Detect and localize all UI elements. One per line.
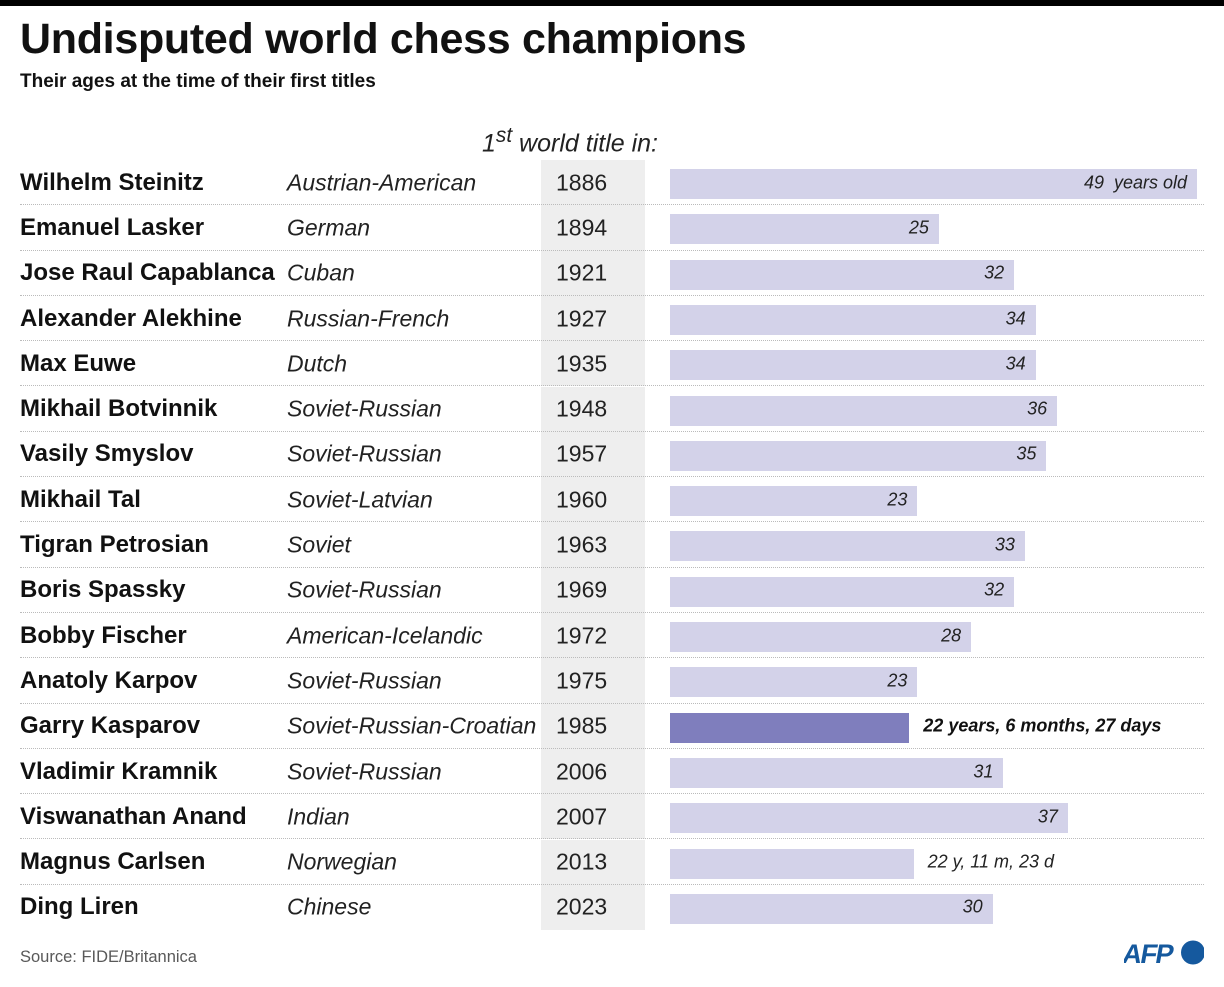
svg-text:AFP: AFP	[1124, 938, 1176, 969]
